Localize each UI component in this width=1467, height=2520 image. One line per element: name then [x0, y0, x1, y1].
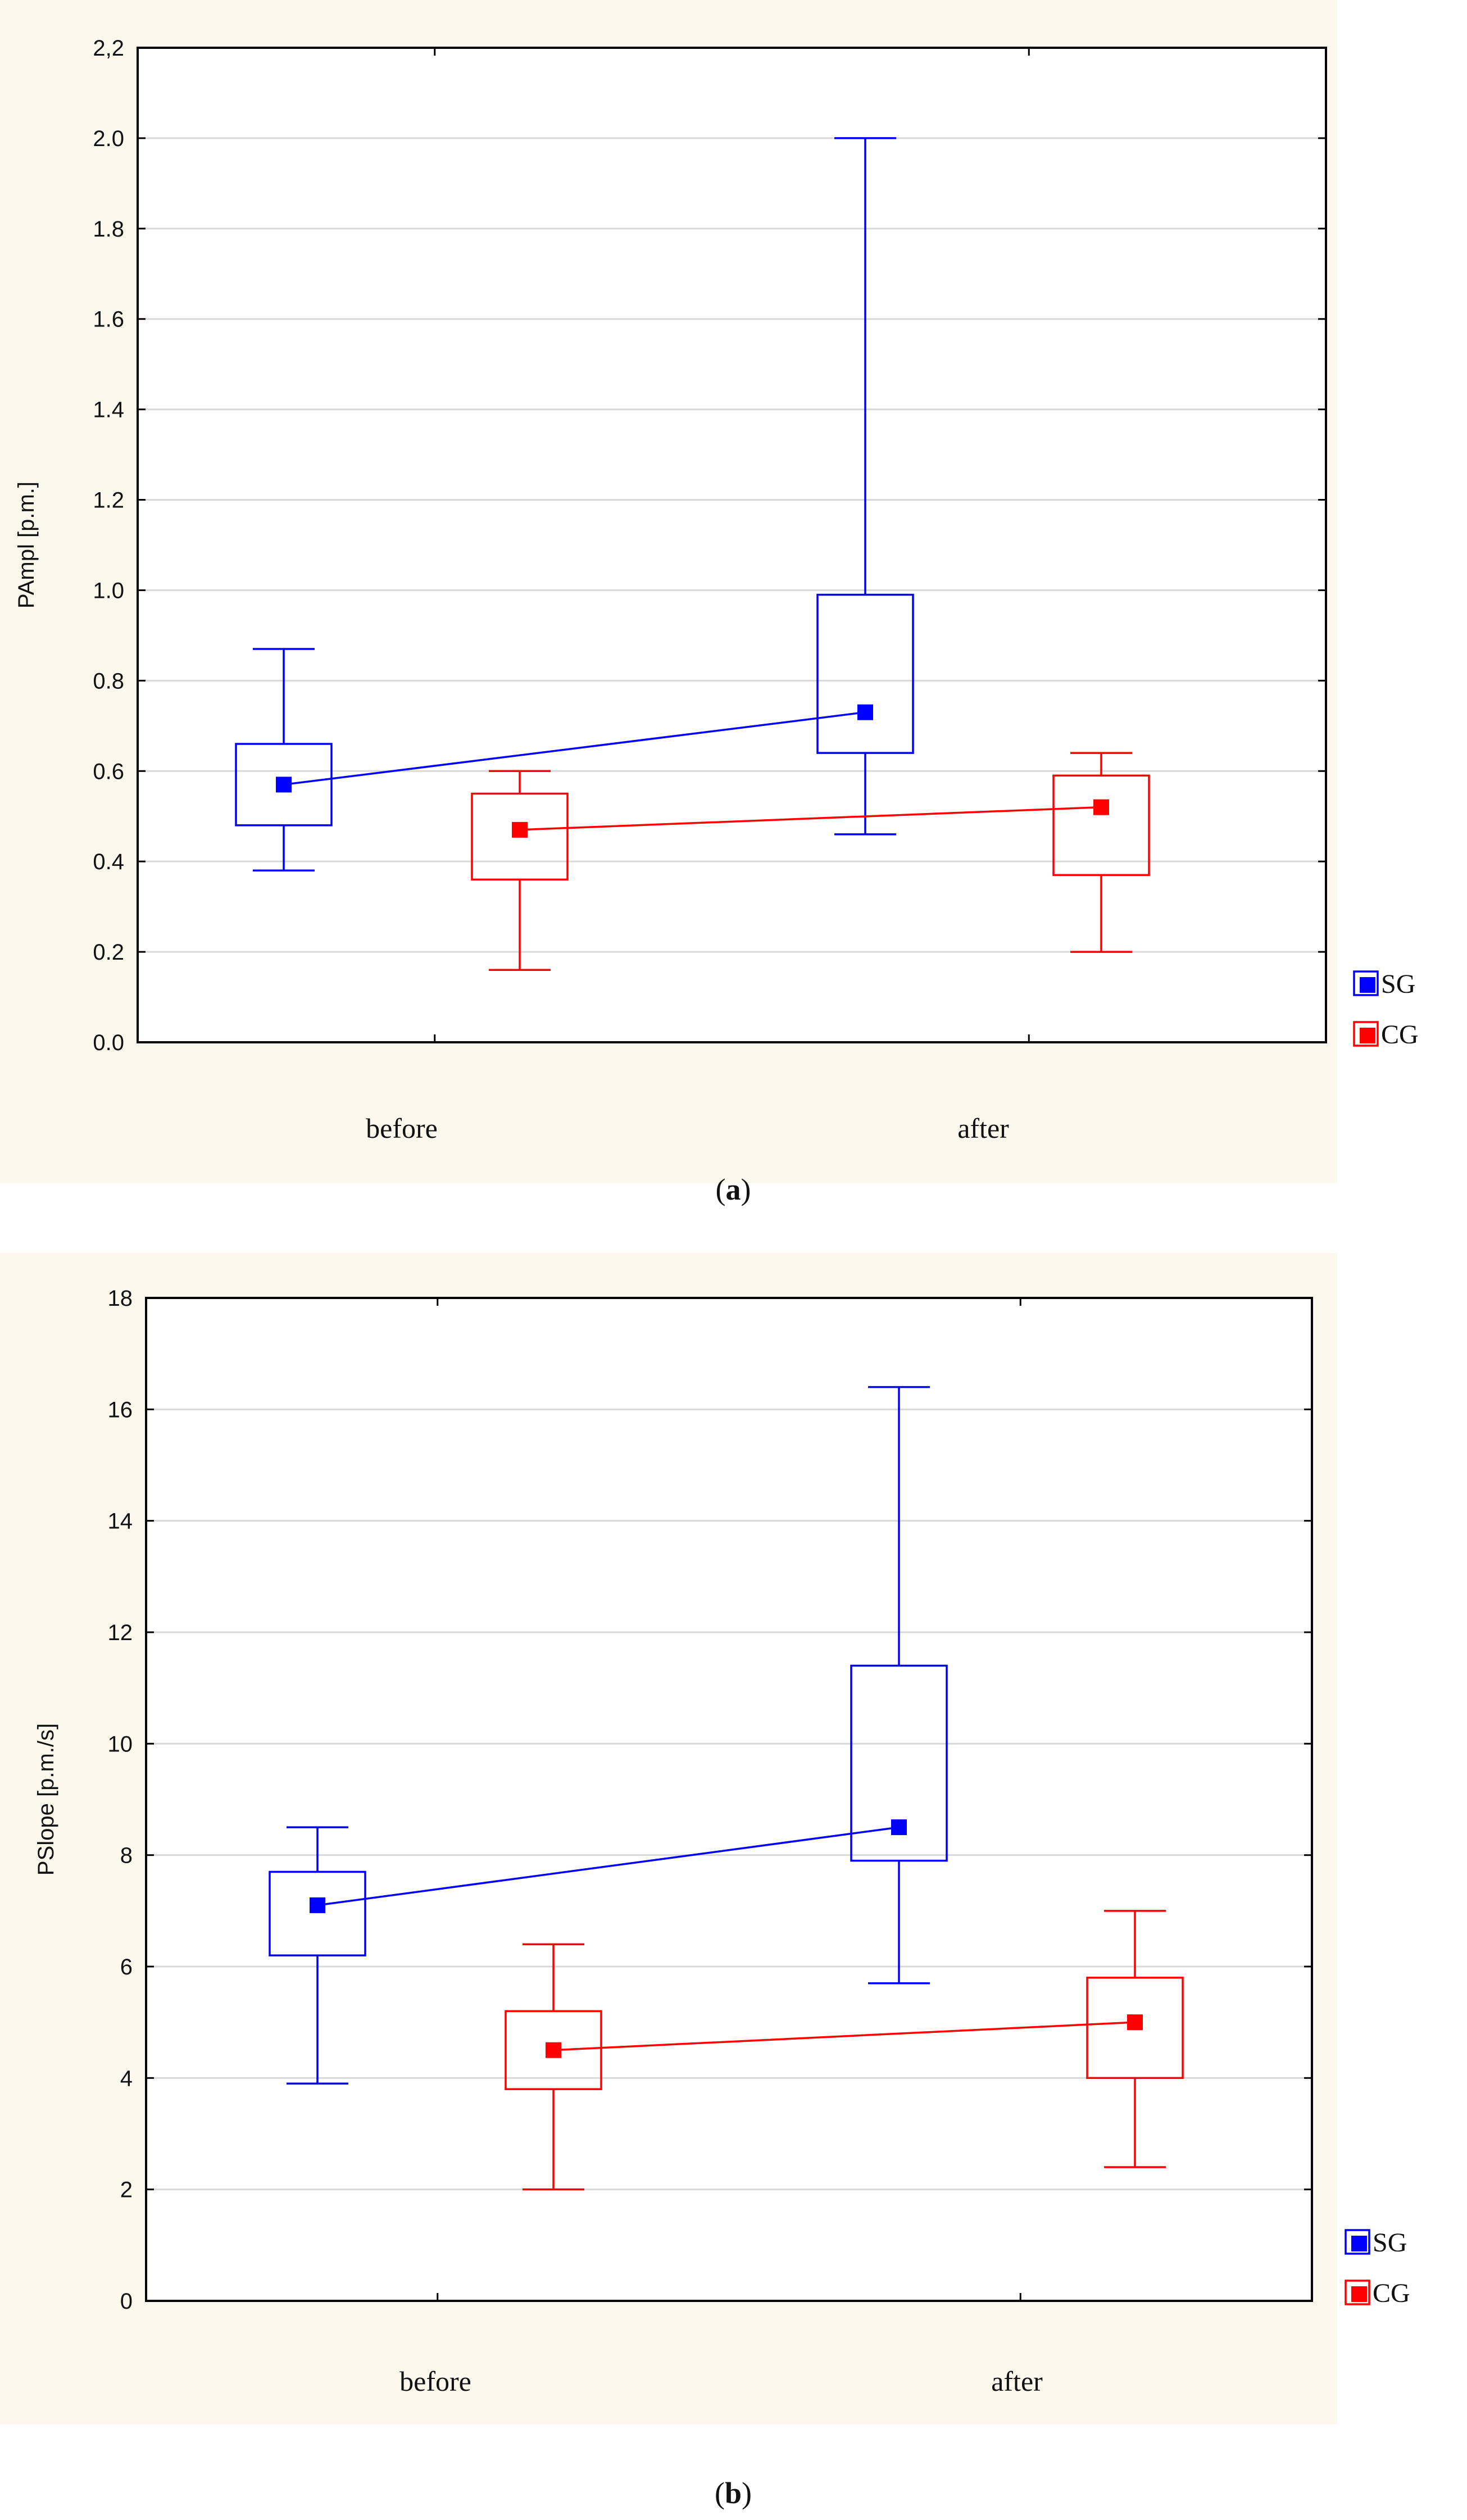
plot-frame	[145, 1297, 1313, 2302]
median-marker-sg	[891, 1819, 907, 1836]
median-marker-sg	[276, 777, 292, 793]
y-tick-label: 1.6	[93, 307, 124, 332]
legend-label: CG	[1381, 1020, 1419, 1050]
y-tick-label: 18	[108, 1286, 133, 1311]
legend-swatch-marker	[1360, 977, 1375, 993]
box-cg-after	[1052, 752, 1150, 953]
y-axis-label: PSlope [p.m./s]	[34, 1723, 58, 1876]
median-line-sg	[283, 711, 866, 786]
box-iqr	[235, 743, 333, 827]
chart-panel-a: 0.0 0.2 0.4 0.6 0.8 1.0 1.2 1.4 1.6 1.8 2.0 2,2 PAmp…	[0, 0, 1467, 1214]
box-sg-before	[269, 1826, 366, 2085]
y-tick-label: 4	[120, 2066, 133, 2091]
legend-swatch-frame	[1353, 970, 1379, 996]
chart-a-canvas: 0.0 0.2 0.4 0.6 0.8 1.0 1.2 1.4 1.6 1.8 2.0 2,2 PAmp…	[0, 0, 1419, 1206]
y-tick-label: 1.8	[93, 217, 124, 242]
box-cg-before	[505, 1943, 602, 2191]
x-category-label: after	[957, 1113, 1009, 1144]
median-marker-cg	[512, 821, 528, 838]
legend-swatch-marker	[1351, 2236, 1367, 2251]
median-marker-sg	[857, 704, 873, 720]
legend-swatch-frame	[1345, 2229, 1370, 2255]
box-sg-before	[235, 648, 333, 872]
legend-label: CG	[1373, 2278, 1410, 2308]
plot-frame	[137, 47, 1327, 1043]
legend-item-cg: CG	[1345, 2278, 1410, 2308]
plot-area	[138, 48, 1326, 1042]
legend-item-cg: CG	[1353, 1020, 1419, 1050]
y-tick-label: 14	[108, 1509, 133, 1534]
y-tick-label: 8	[120, 1844, 133, 1868]
box-iqr	[1052, 774, 1150, 877]
legend-swatch-marker	[1360, 1028, 1375, 1043]
legend-swatch-marker	[1351, 2286, 1367, 2302]
legend-label: SG	[1381, 969, 1415, 999]
median-line-cg	[519, 806, 1102, 831]
y-tick-label: 2	[120, 2178, 133, 2203]
box-sg-after	[850, 1386, 948, 1985]
median-marker-cg	[546, 2042, 561, 2058]
y-tick-label: 0.0	[93, 1030, 124, 1055]
median-line-cg	[553, 2021, 1136, 2051]
y-tick-label: 0	[120, 2289, 133, 2314]
y-tick-label: 12	[108, 1620, 133, 1645]
y-tick-label: 1.2	[93, 488, 124, 513]
box-iqr	[850, 1664, 948, 1862]
box-cg-before	[471, 770, 569, 971]
legend-item-sg: SG	[1345, 2228, 1407, 2258]
median-line-sg	[317, 1826, 900, 1906]
y-tick-label: 6	[120, 1955, 133, 1979]
median-marker-cg	[1127, 2014, 1143, 2031]
panel-caption: (b)	[715, 2476, 752, 2510]
box-iqr	[471, 792, 569, 881]
y-tick-label: 2,2	[93, 36, 124, 61]
y-tick-label: 0.8	[93, 669, 124, 693]
box-sg-after	[816, 137, 914, 836]
y-tick-label: 16	[108, 1397, 133, 1422]
median-marker-cg	[1093, 799, 1109, 815]
y-tick-label: 1.4	[93, 398, 124, 423]
box-iqr	[269, 1870, 366, 1956]
box-iqr	[1086, 1977, 1184, 2079]
y-tick-label: 0.6	[93, 759, 124, 784]
chart-panel-b: 0 2 4 6 8 10 12 14 16 18 PSlope [p.m./s] before afte…	[0, 1253, 1467, 2520]
box-iqr	[816, 593, 914, 754]
x-category-label: before	[399, 2365, 471, 2397]
y-tick-label: 0.4	[93, 850, 124, 874]
x-category-label: after	[991, 2365, 1043, 2397]
box-cg-after	[1086, 1910, 1184, 2168]
x-category-label: before	[366, 1113, 438, 1144]
panel-caption: (a)	[716, 1173, 751, 1206]
y-tick-label: 10	[108, 1732, 133, 1756]
median-marker-sg	[310, 1897, 325, 1913]
legend-swatch-frame	[1353, 1021, 1379, 1047]
legend-item-sg: SG	[1353, 969, 1415, 999]
plot-area	[146, 1298, 1312, 2301]
box-iqr	[505, 2010, 602, 2090]
y-axis-label: PAmpl [p.m.]	[14, 482, 39, 609]
legend-label: SG	[1373, 2228, 1407, 2258]
chart-b-canvas: 0 2 4 6 8 10 12 14 16 18 PSlope [p.m./s] before afte…	[0, 1253, 1410, 2510]
y-tick-label: 0.2	[93, 940, 124, 965]
y-tick-label: 2.0	[93, 126, 124, 151]
y-tick-label: 1.0	[93, 578, 124, 603]
legend-swatch-frame	[1345, 2280, 1370, 2305]
